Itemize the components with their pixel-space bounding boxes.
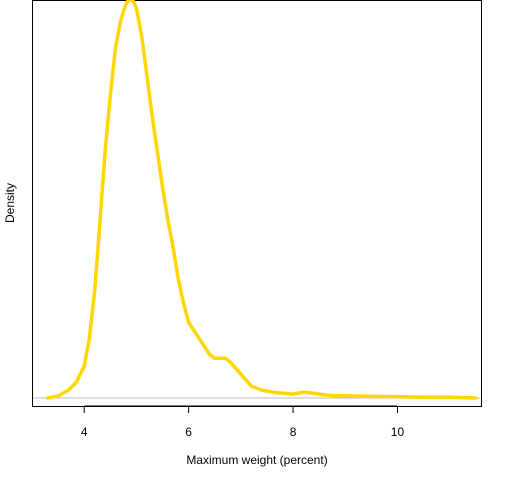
x-tick-label: 10 — [391, 425, 405, 439]
x-tick-label: 8 — [290, 425, 297, 439]
y-axis-label: Density — [3, 183, 17, 223]
x-axis-label: Maximum weight (percent) — [186, 453, 327, 467]
x-tick-label: 4 — [81, 425, 88, 439]
x-tick-label: 6 — [185, 425, 192, 439]
density-curve — [45, 0, 478, 400]
x-axis: 4 6 8 10 — [81, 405, 405, 439]
